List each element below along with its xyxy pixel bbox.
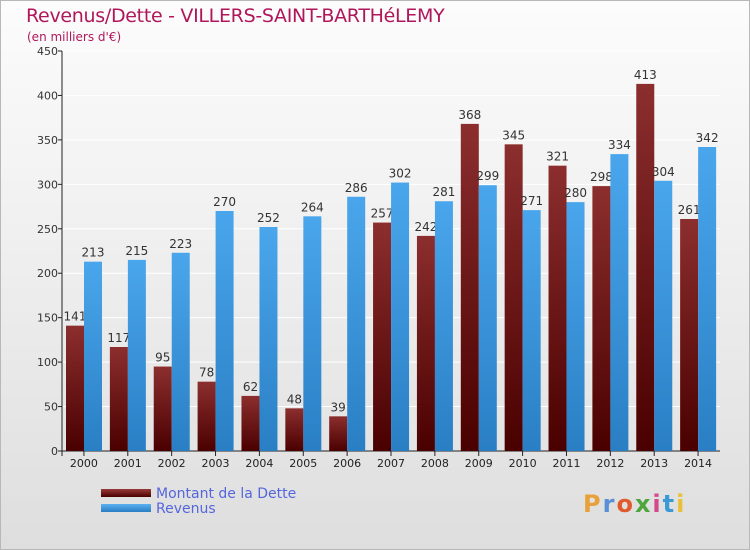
bar-revenus [522, 210, 541, 451]
bar-dette [504, 144, 523, 452]
data-label: 264 [301, 200, 324, 214]
data-label: 304 [652, 165, 675, 179]
y-tick-label: 0 [51, 445, 58, 458]
data-label: 48 [287, 392, 302, 406]
chart-title: Revenus/Dette - VILLERS-SAINT-BARTHéLEMY [26, 5, 445, 27]
bar-dette [416, 235, 435, 451]
data-label: 95 [155, 351, 170, 365]
data-label: 270 [213, 195, 236, 209]
bar-dette [153, 366, 172, 451]
data-label: 261 [678, 203, 701, 217]
bar-dette [109, 347, 128, 451]
data-label: 345 [502, 128, 525, 142]
y-tick-label: 250 [37, 223, 58, 236]
bar-revenus [566, 202, 585, 451]
bar-revenus [303, 216, 322, 451]
data-label: 281 [432, 185, 455, 199]
y-tick-label: 300 [37, 178, 58, 191]
y-tick-label: 100 [37, 356, 58, 369]
x-tick-label: 2001 [114, 457, 142, 470]
data-label: 141 [64, 310, 87, 324]
x-tick-label: 2002 [158, 457, 186, 470]
bar-revenus [698, 147, 717, 451]
x-tick-label: 2014 [684, 457, 712, 470]
legend-swatch-revenus [101, 504, 151, 512]
x-tick-label: 2013 [640, 457, 668, 470]
bar-dette [241, 395, 260, 451]
y-tick-label: 150 [37, 312, 58, 325]
x-tick-label: 2003 [202, 457, 230, 470]
x-tick-label: 2012 [596, 457, 624, 470]
x-tick-label: 2005 [289, 457, 317, 470]
legend-label-revenus: Revenus [156, 501, 216, 517]
data-label: 215 [125, 244, 148, 258]
bar-dette [66, 325, 84, 451]
proxiti-logo: Proxiti [583, 490, 687, 518]
x-tick-label: 2007 [377, 457, 405, 470]
data-label: 321 [546, 150, 569, 164]
y-tick-label: 200 [37, 267, 58, 280]
data-label: 39 [331, 400, 346, 414]
data-label: 334 [608, 138, 631, 152]
bar-dette [197, 381, 216, 451]
data-label: 242 [414, 220, 437, 234]
y-tick-label: 350 [37, 134, 58, 147]
data-label: 280 [564, 186, 587, 200]
bar-dette [680, 219, 699, 451]
bar-revenus [654, 180, 673, 451]
bar-revenus [259, 227, 278, 451]
x-tick-label: 2004 [245, 457, 273, 470]
data-label: 342 [696, 131, 719, 145]
bar-revenus [478, 185, 497, 451]
chart-subtitle: (en milliers d'€) [27, 30, 122, 44]
bar-revenus [391, 182, 410, 452]
bar-revenus [84, 261, 102, 451]
x-tick-label: 2008 [421, 457, 449, 470]
data-label: 213 [82, 246, 105, 260]
bar-revenus [434, 201, 453, 451]
data-label: 368 [458, 108, 481, 122]
data-label: 413 [634, 68, 657, 82]
bar-dette [636, 83, 655, 451]
data-label: 286 [345, 181, 368, 195]
data-label: 117 [107, 331, 130, 345]
data-label: 223 [169, 237, 192, 251]
x-tick-label: 2009 [465, 457, 493, 470]
bar-revenus [215, 211, 234, 451]
y-tick-label: 450 [37, 45, 58, 58]
x-tick-label: 2010 [509, 457, 537, 470]
x-tick-label: 2011 [552, 457, 580, 470]
bar-revenus [171, 252, 190, 451]
bar-dette [373, 222, 392, 451]
bar-dette [592, 186, 611, 451]
bar-dette [329, 416, 348, 451]
data-label: 299 [476, 169, 499, 183]
data-label: 298 [590, 170, 613, 184]
data-label: 62 [243, 380, 258, 394]
data-label: 257 [371, 207, 394, 221]
x-tick-label: 2000 [70, 457, 98, 470]
x-tick-label: 2006 [333, 457, 361, 470]
bar-dette [460, 123, 479, 451]
data-label: 302 [389, 167, 412, 181]
bar-dette [285, 408, 304, 451]
y-tick-label: 50 [44, 401, 58, 414]
data-label: 271 [520, 194, 543, 208]
data-label: 78 [199, 366, 214, 380]
bar-revenus [127, 259, 146, 451]
legend-label-dette: Montant de la Dette [156, 486, 297, 502]
y-tick-label: 400 [37, 89, 58, 102]
legend-swatch-dette [101, 489, 151, 497]
bar-revenus [347, 196, 366, 451]
data-label: 252 [257, 211, 280, 225]
bar-revenus [610, 154, 629, 451]
bar-dette [548, 165, 567, 451]
